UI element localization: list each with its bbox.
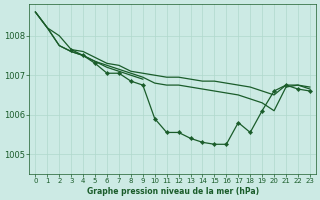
X-axis label: Graphe pression niveau de la mer (hPa): Graphe pression niveau de la mer (hPa): [87, 187, 259, 196]
